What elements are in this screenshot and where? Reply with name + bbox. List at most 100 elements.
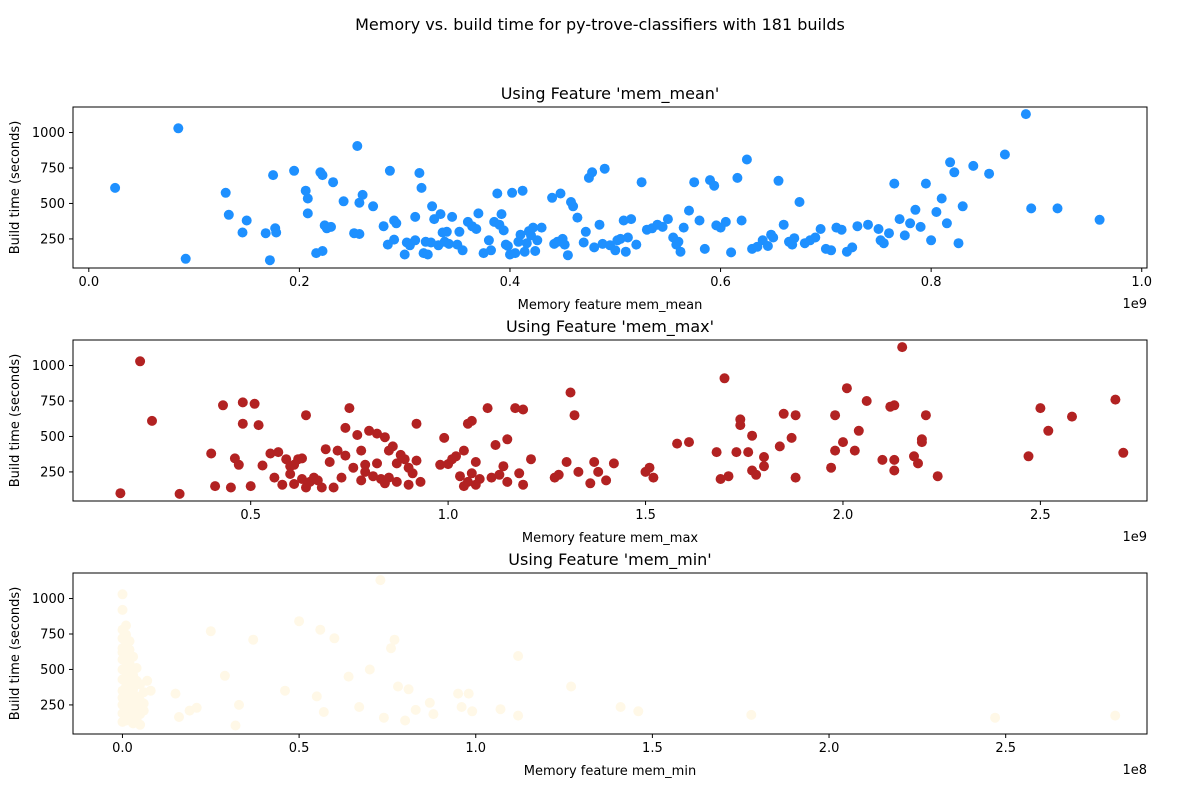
data-point xyxy=(264,255,275,266)
data-point xyxy=(897,342,908,353)
data-point xyxy=(743,447,754,458)
data-point xyxy=(1023,451,1034,462)
data-point xyxy=(399,454,410,465)
data-point xyxy=(206,448,217,459)
data-point xyxy=(515,229,526,240)
data-point xyxy=(372,458,382,469)
data-point xyxy=(470,457,481,467)
y-tick-label: 500 xyxy=(40,663,65,678)
data-point xyxy=(861,396,872,406)
data-point xyxy=(138,698,149,709)
y-tick-label: 750 xyxy=(40,627,65,642)
data-point xyxy=(566,681,577,692)
x-tick-label: 1.5 xyxy=(635,508,656,523)
data-point xyxy=(794,197,805,207)
data-point xyxy=(723,471,734,482)
x-tick-label: 2.0 xyxy=(819,741,840,756)
x-tick-label: 2.5 xyxy=(995,741,1016,756)
data-point xyxy=(589,457,600,467)
data-point xyxy=(878,238,889,249)
y-tick-label: 1000 xyxy=(32,359,65,374)
y-tick-label: 750 xyxy=(40,394,65,409)
data-point xyxy=(416,182,427,193)
data-point xyxy=(863,219,873,230)
data-point xyxy=(559,239,570,250)
data-point xyxy=(483,235,494,246)
data-point xyxy=(536,222,547,233)
data-point xyxy=(709,180,720,191)
data-point xyxy=(894,214,905,225)
data-point xyxy=(237,397,248,408)
data-point xyxy=(348,462,359,473)
data-point xyxy=(615,233,626,244)
data-point xyxy=(494,469,505,480)
data-point xyxy=(260,228,271,239)
data-point xyxy=(297,474,307,484)
data-point xyxy=(354,229,365,239)
data-point xyxy=(457,245,468,256)
data-point xyxy=(633,706,644,717)
data-point xyxy=(502,241,513,251)
data-point xyxy=(285,469,296,479)
data-point xyxy=(427,201,438,212)
data-point xyxy=(230,720,241,731)
data-point xyxy=(317,170,328,181)
x-tick-label: 0.0 xyxy=(78,275,99,290)
data-point xyxy=(277,479,288,490)
data-point xyxy=(849,445,860,456)
data-point xyxy=(786,432,797,443)
data-point xyxy=(368,471,379,482)
data-point xyxy=(915,221,926,232)
x-tick-label: 0.5 xyxy=(289,741,310,756)
data-point xyxy=(471,224,482,234)
data-point xyxy=(518,479,529,490)
data-point xyxy=(746,709,757,720)
data-point xyxy=(510,248,521,259)
data-point xyxy=(117,589,128,600)
data-point xyxy=(210,481,221,492)
data-point xyxy=(372,428,382,439)
data-point xyxy=(1035,403,1046,414)
data-point xyxy=(248,634,259,645)
data-point xyxy=(498,461,509,472)
data-point xyxy=(622,232,633,243)
chart-2-x-offset-label: 1e8 xyxy=(1122,763,1147,778)
data-point xyxy=(648,472,659,483)
chart-2-points xyxy=(117,575,1121,731)
data-point xyxy=(662,214,673,225)
data-point xyxy=(234,699,244,710)
data-point xyxy=(302,193,313,204)
y-tick-label: 1000 xyxy=(32,592,65,607)
data-point xyxy=(269,472,280,483)
data-point xyxy=(519,246,530,257)
data-point xyxy=(180,253,191,264)
data-point xyxy=(451,451,461,462)
data-point xyxy=(386,643,396,654)
data-point xyxy=(147,415,157,426)
data-point xyxy=(271,227,282,238)
data-point xyxy=(510,403,521,414)
data-point xyxy=(732,172,743,183)
data-point xyxy=(830,445,841,456)
data-point xyxy=(999,149,1010,160)
data-point xyxy=(594,219,605,230)
data-point xyxy=(790,410,801,421)
data-point xyxy=(789,233,800,244)
data-point xyxy=(467,706,478,717)
data-point xyxy=(352,430,363,440)
data-point xyxy=(320,444,331,455)
data-point xyxy=(968,160,979,171)
data-point xyxy=(884,228,894,239)
data-point xyxy=(711,447,722,458)
chart-1-y-axis-label: Build time (seconds) xyxy=(8,354,23,488)
data-point xyxy=(486,245,496,256)
data-point xyxy=(237,227,248,238)
data-point xyxy=(530,246,541,256)
data-point xyxy=(435,209,446,220)
data-point xyxy=(759,461,769,472)
chart-2-x-axis-label: Memory feature mem_min xyxy=(524,764,696,779)
data-point xyxy=(403,479,414,490)
data-point xyxy=(945,157,956,168)
data-point xyxy=(920,410,931,421)
data-point xyxy=(360,459,371,470)
